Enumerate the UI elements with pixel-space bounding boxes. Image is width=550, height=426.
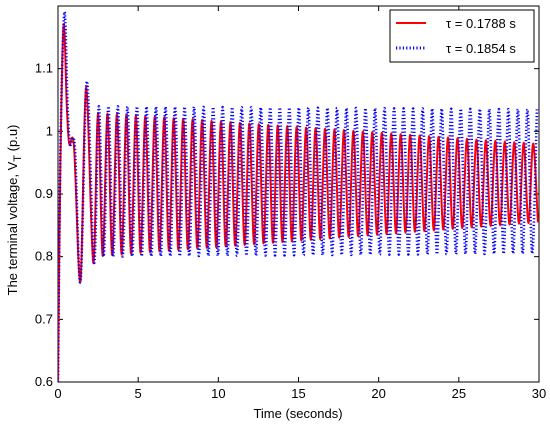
y-axis-label-sub: T — [12, 155, 24, 162]
x-tick-label: 5 — [135, 386, 142, 401]
y-tick-label: 0.8 — [35, 249, 53, 264]
x-axis-label: Time (seconds) — [253, 406, 342, 421]
x-tick-label: 15 — [291, 386, 305, 401]
x-tick-label: 0 — [54, 386, 61, 401]
y-tick-label: 1.1 — [35, 61, 53, 76]
y-tick-label: 0.9 — [35, 186, 53, 201]
x-tick-label: 20 — [371, 386, 385, 401]
y-axis-label: The terminal voltage, VT (p.u) — [5, 125, 24, 296]
y-tick-label: 0.7 — [35, 311, 53, 326]
legend-label-0: τ = 0.1788 s — [446, 16, 516, 31]
y-tick-labels: 0.6 0.7 0.8 0.9 1 1.1 — [35, 61, 53, 389]
x-tick-label: 30 — [532, 386, 546, 401]
legend: τ = 0.1788 s τ = 0.1854 s — [389, 9, 535, 63]
series-group — [58, 10, 539, 382]
y-axis-label-main: The terminal voltage, V — [5, 161, 20, 295]
x-tick-label: 10 — [211, 386, 225, 401]
y-tick-label: 1 — [46, 123, 53, 138]
x-tick-labels: 0 5 10 15 20 25 30 — [54, 386, 546, 401]
y-axis-label-unit: (p.u) — [5, 125, 20, 155]
y-tick-label: 0.6 — [35, 374, 53, 389]
legend-label-1: τ = 0.1854 s — [446, 41, 516, 56]
legend-box — [389, 9, 535, 63]
x-tick-label: 25 — [452, 386, 466, 401]
